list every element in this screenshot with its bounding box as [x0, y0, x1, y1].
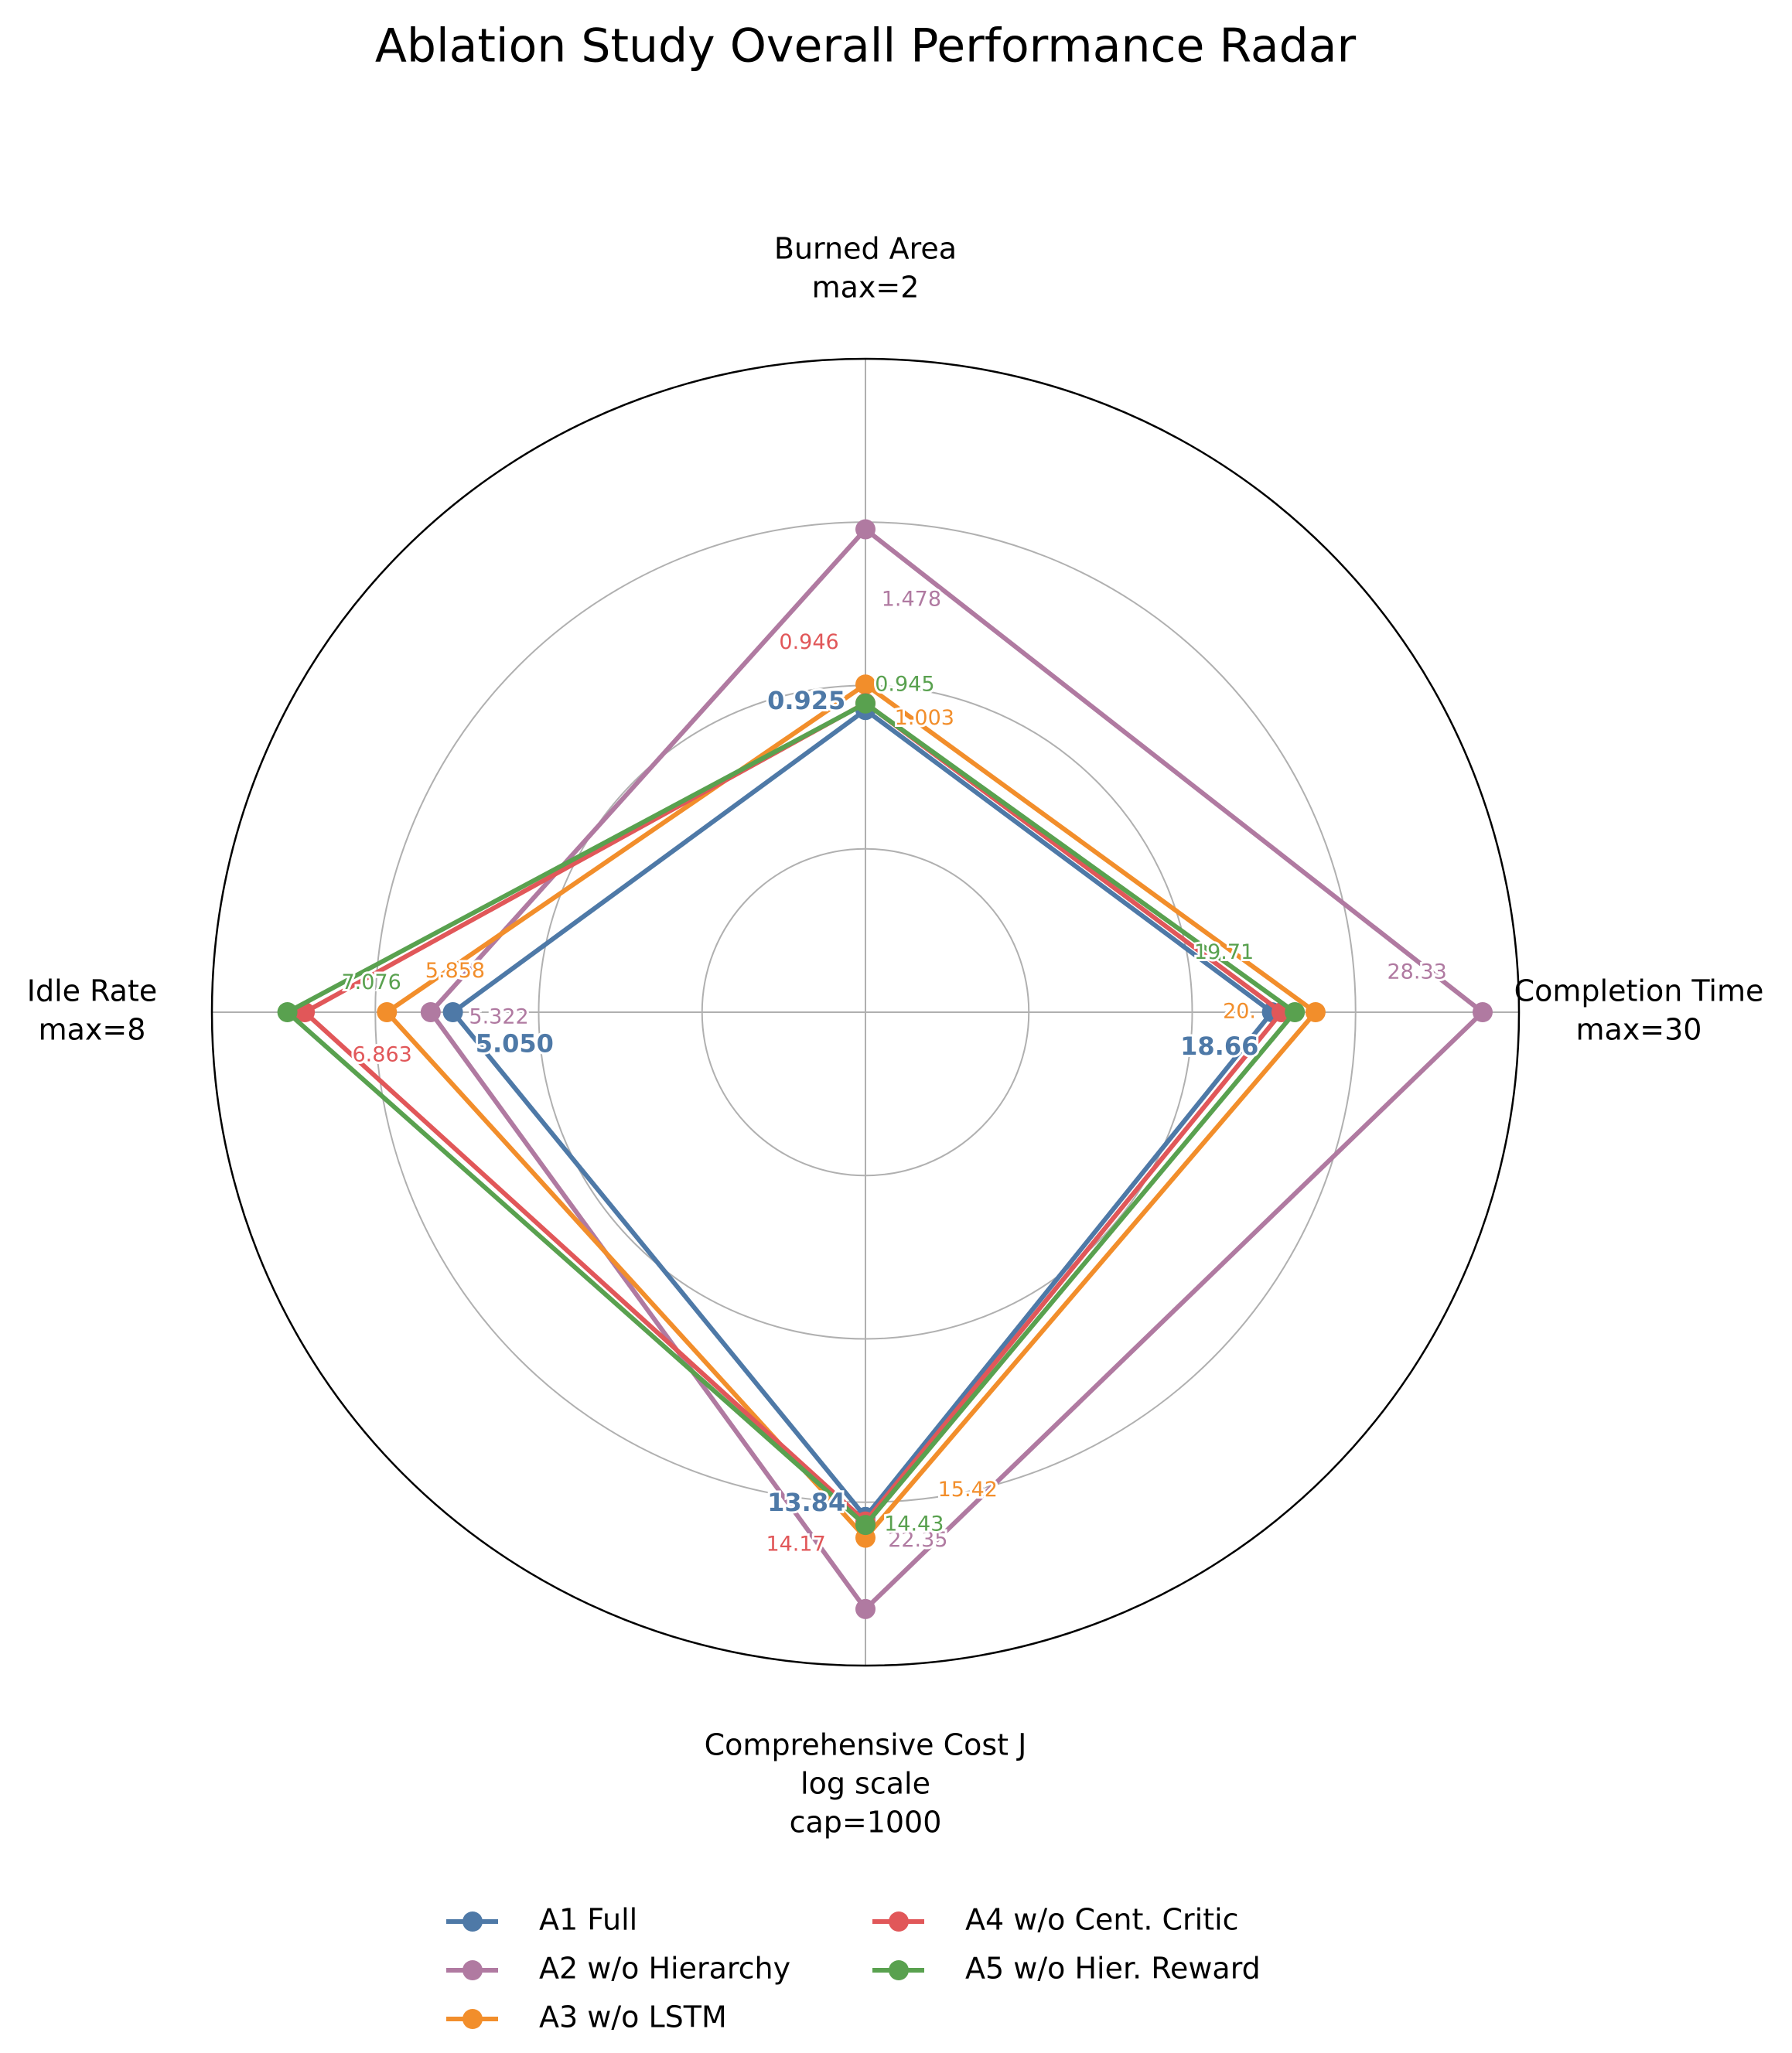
series-marker — [855, 674, 876, 695]
value-label: 5.050 — [476, 1028, 554, 1058]
value-label: 7.076 — [341, 970, 401, 994]
series-marker — [377, 1002, 398, 1022]
value-label: 14.17 — [766, 1533, 825, 1557]
legend-marker — [463, 1960, 483, 1980]
axis-label: Comprehensive Cost J — [705, 1728, 1027, 1762]
value-label: 0.945 — [875, 672, 934, 696]
series-marker — [855, 1515, 876, 1536]
series-line — [285, 701, 1298, 1528]
legend-label: A2 w/o Hierarchy — [539, 1952, 790, 1986]
axis-label: Idle Rate — [27, 974, 157, 1008]
value-label: 0.925 — [767, 686, 845, 715]
value-label: 6.863 — [353, 1042, 412, 1066]
series-marker — [855, 693, 876, 714]
value-label: 5.322 — [469, 1004, 528, 1028]
value-label: 5.858 — [425, 959, 485, 983]
series-marker — [420, 1002, 441, 1022]
axis-label: max=8 — [39, 1013, 146, 1047]
value-label: 18.66 — [1180, 1032, 1258, 1061]
legend-marker — [889, 1960, 909, 1980]
series-line — [450, 708, 1275, 1519]
value-label: 28.33 — [1388, 960, 1447, 984]
legend-marker — [463, 2009, 483, 2029]
series-marker — [1285, 1002, 1306, 1022]
value-label: 19.71 — [1194, 940, 1254, 964]
axis-label: Completion Time — [1514, 974, 1764, 1008]
value-label: 1.003 — [895, 706, 954, 730]
value-label: 0.946 — [779, 630, 838, 654]
axis-label: max=30 — [1576, 1013, 1702, 1047]
value-label: 22.35 — [888, 1528, 947, 1552]
value-label: 13.84 — [767, 1488, 845, 1517]
series-marker — [277, 1002, 298, 1022]
value-label: 14.43 — [884, 1512, 944, 1536]
axis-label: log scale — [800, 1767, 930, 1801]
axis-label: max=2 — [812, 271, 920, 305]
series-marker — [855, 519, 876, 540]
legend-label: A5 w/o Hier. Reward — [965, 1952, 1261, 1986]
axis-label: cap=1000 — [790, 1806, 942, 1840]
axis-label: Burned Area — [774, 232, 957, 266]
series-line — [428, 527, 1485, 1611]
legend-marker — [889, 1911, 909, 1932]
series-line — [302, 701, 1284, 1524]
value-label: 1.478 — [882, 588, 941, 612]
outer-frame — [210, 357, 1521, 1667]
legend-label: A4 w/o Cent. Critic — [965, 1903, 1239, 1937]
value-label: 20. — [1223, 1000, 1256, 1024]
legend-label: A1 Full — [539, 1903, 637, 1937]
series-marker — [855, 1598, 876, 1619]
value-label: 15.42 — [938, 1478, 998, 1502]
series-marker — [1472, 1002, 1493, 1022]
series-marker — [442, 1002, 463, 1022]
legend-label: A3 w/o LSTM — [539, 2000, 727, 2034]
chart-title: Ablation Study Overall Performance Radar — [375, 19, 1357, 73]
series-marker — [1305, 1002, 1326, 1022]
legend-marker — [463, 1911, 483, 1932]
